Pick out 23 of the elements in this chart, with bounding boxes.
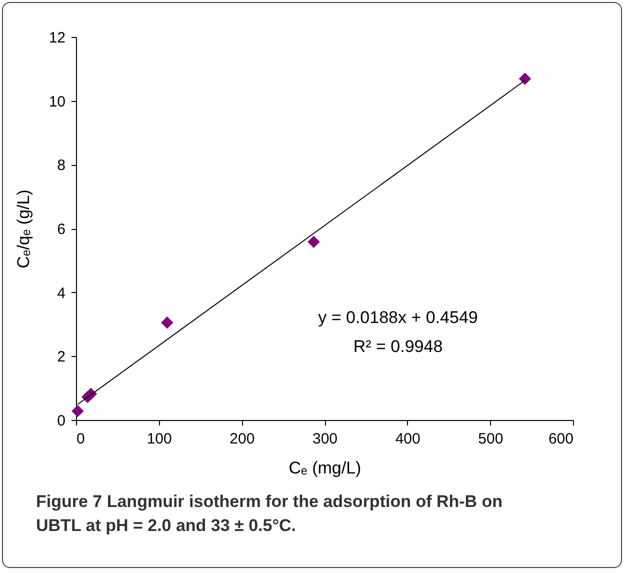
annotation: y = 0.0188x + 0.4549 [318, 308, 478, 327]
text: Figure 7 Langmuir isotherm for the adsorption of Rh-B on UBTL at pH = 2.0 and 33 ± 0.5°C. [36, 492, 503, 535]
y-tick-label: 0 [57, 412, 66, 430]
y-axis-title: Cₑ/qₑ (g/L) [14, 190, 33, 268]
y-tick-label: 2 [57, 348, 66, 366]
y-tick-label: 12 [48, 30, 66, 46]
x-tick-label: 600 [548, 430, 574, 448]
x-tick-label: 100 [146, 430, 172, 448]
x-tick-label: 400 [395, 430, 420, 448]
y-tick-label: 8 [57, 157, 66, 174]
y-tick-label: 4 [57, 284, 66, 302]
point [72, 404, 84, 418]
x-axis-title: Cₑ (mg/L) [288, 458, 362, 478]
y-tick-label: 6 [57, 221, 66, 238]
y-tick-label: 10 [48, 93, 66, 110]
point [518, 72, 532, 85]
x-tick-label: 200 [230, 430, 255, 448]
x-tick-label: 0 [76, 430, 85, 448]
annotation: R² = 0.9948 [353, 337, 443, 356]
x-tick-label: 300 [312, 430, 338, 448]
point [308, 236, 320, 248]
x-tick-label: 500 [478, 430, 504, 448]
point [160, 316, 174, 329]
